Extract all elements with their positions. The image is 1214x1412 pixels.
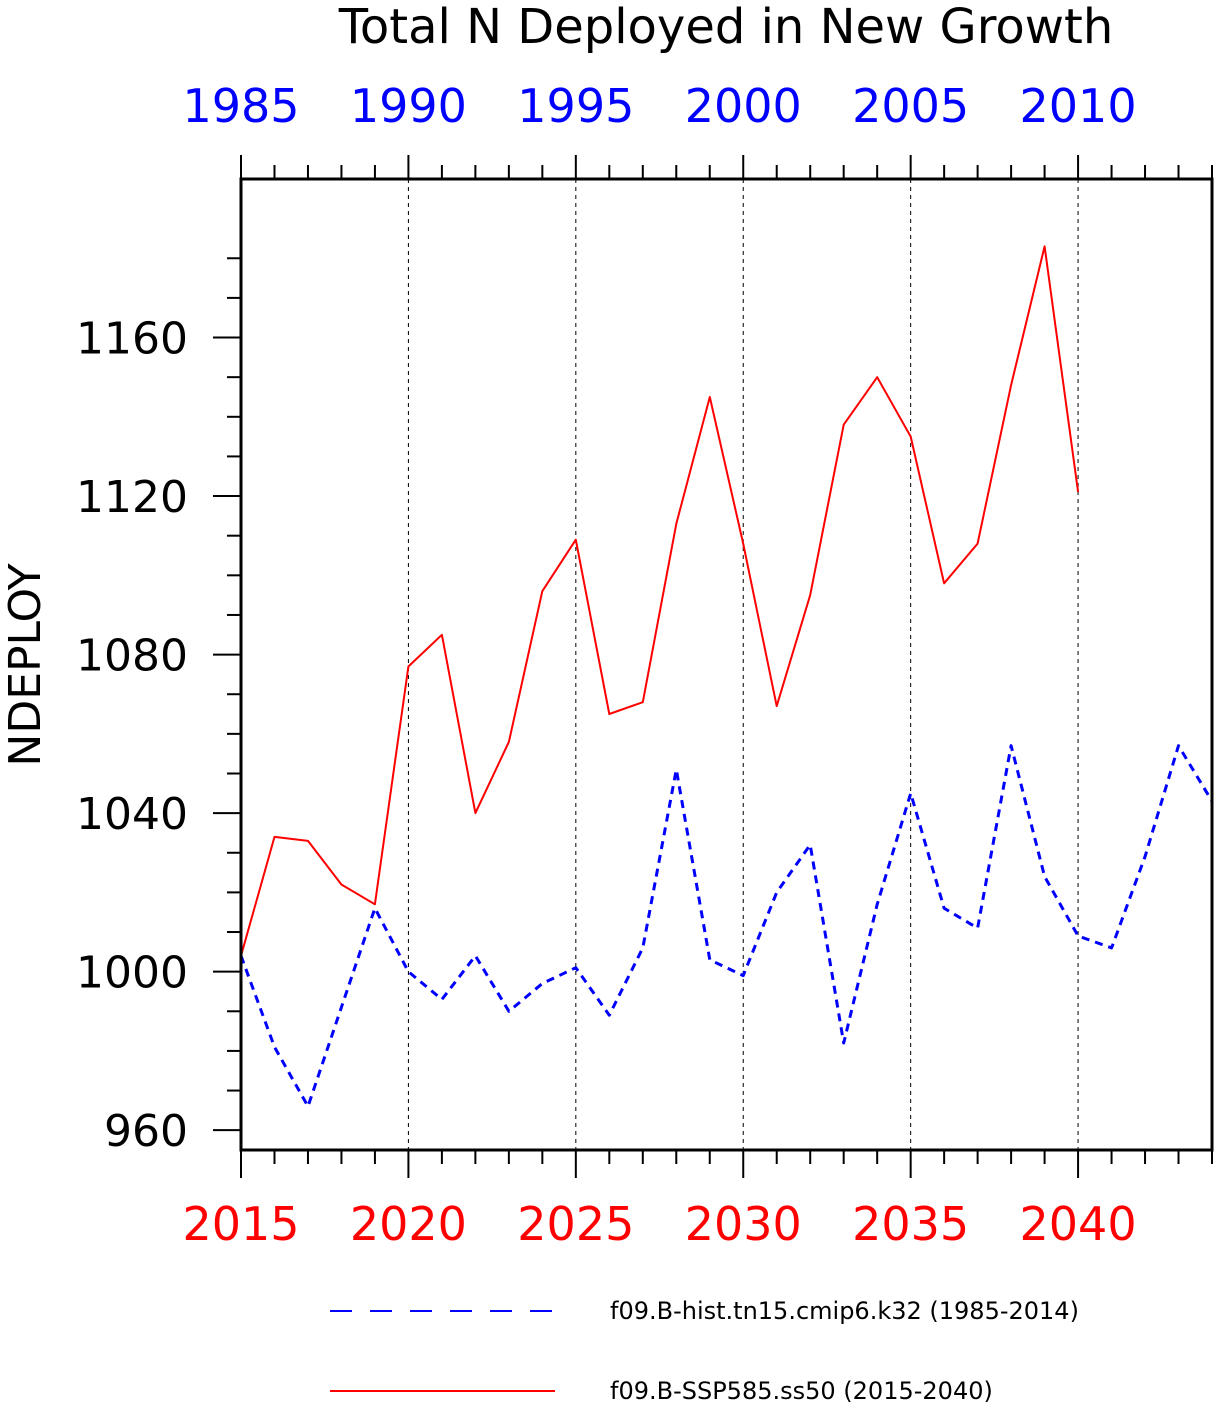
x-top-tick-label: 2000 — [685, 79, 802, 133]
axes: 960 1000 1040 1080 1120 1160 2015 2020 2025 2030 2… — [76, 79, 1214, 1251]
x-top-tick-label: 2005 — [852, 79, 969, 133]
y-tick-label: 1080 — [76, 631, 188, 682]
x-top-tick-label: 1985 — [182, 79, 299, 133]
x-bottom-tick-label: 2030 — [685, 1197, 802, 1251]
x-top-tick-label: 1990 — [350, 79, 467, 133]
y-tick-label: 960 — [104, 1106, 188, 1157]
x-bottom-tick-label: 2015 — [182, 1197, 299, 1251]
plot-frame — [239, 177, 1214, 1152]
y-tick-label: 1040 — [76, 789, 188, 840]
legend: f09.B-hist.tn15.cmip6.k32 (1985-2014) f09… — [330, 1297, 1079, 1405]
x-bottom-tick-label: 2035 — [852, 1197, 969, 1251]
x-bottom-tick-label: 2040 — [1020, 1197, 1137, 1251]
legend-label-ssp: f09.B-SSP585.ss50 (2015-2040) — [610, 1377, 993, 1405]
x-top-tick-label: 2010 — [1020, 79, 1137, 133]
series-line-ssp — [240, 245, 1080, 957]
grid-lines — [407, 179, 1079, 1150]
x-bottom-tick-label: 2020 — [350, 1197, 467, 1251]
y-tick-label: 1160 — [76, 314, 188, 365]
series-line-hist — [239, 744, 1214, 1108]
chart-title: Total N Deployed in New Growth — [338, 0, 1114, 55]
x-bottom-tick-label: 2025 — [517, 1197, 634, 1251]
legend-label-hist: f09.B-hist.tn15.cmip6.k32 (1985-2014) — [610, 1297, 1079, 1325]
plot-series — [239, 245, 1214, 1108]
y-tick-label: 1000 — [76, 948, 188, 999]
y-tick-label: 1120 — [76, 472, 188, 523]
x-top-tick-label: 1995 — [517, 79, 634, 133]
y-axis-label: NDEPLOY — [0, 563, 51, 766]
